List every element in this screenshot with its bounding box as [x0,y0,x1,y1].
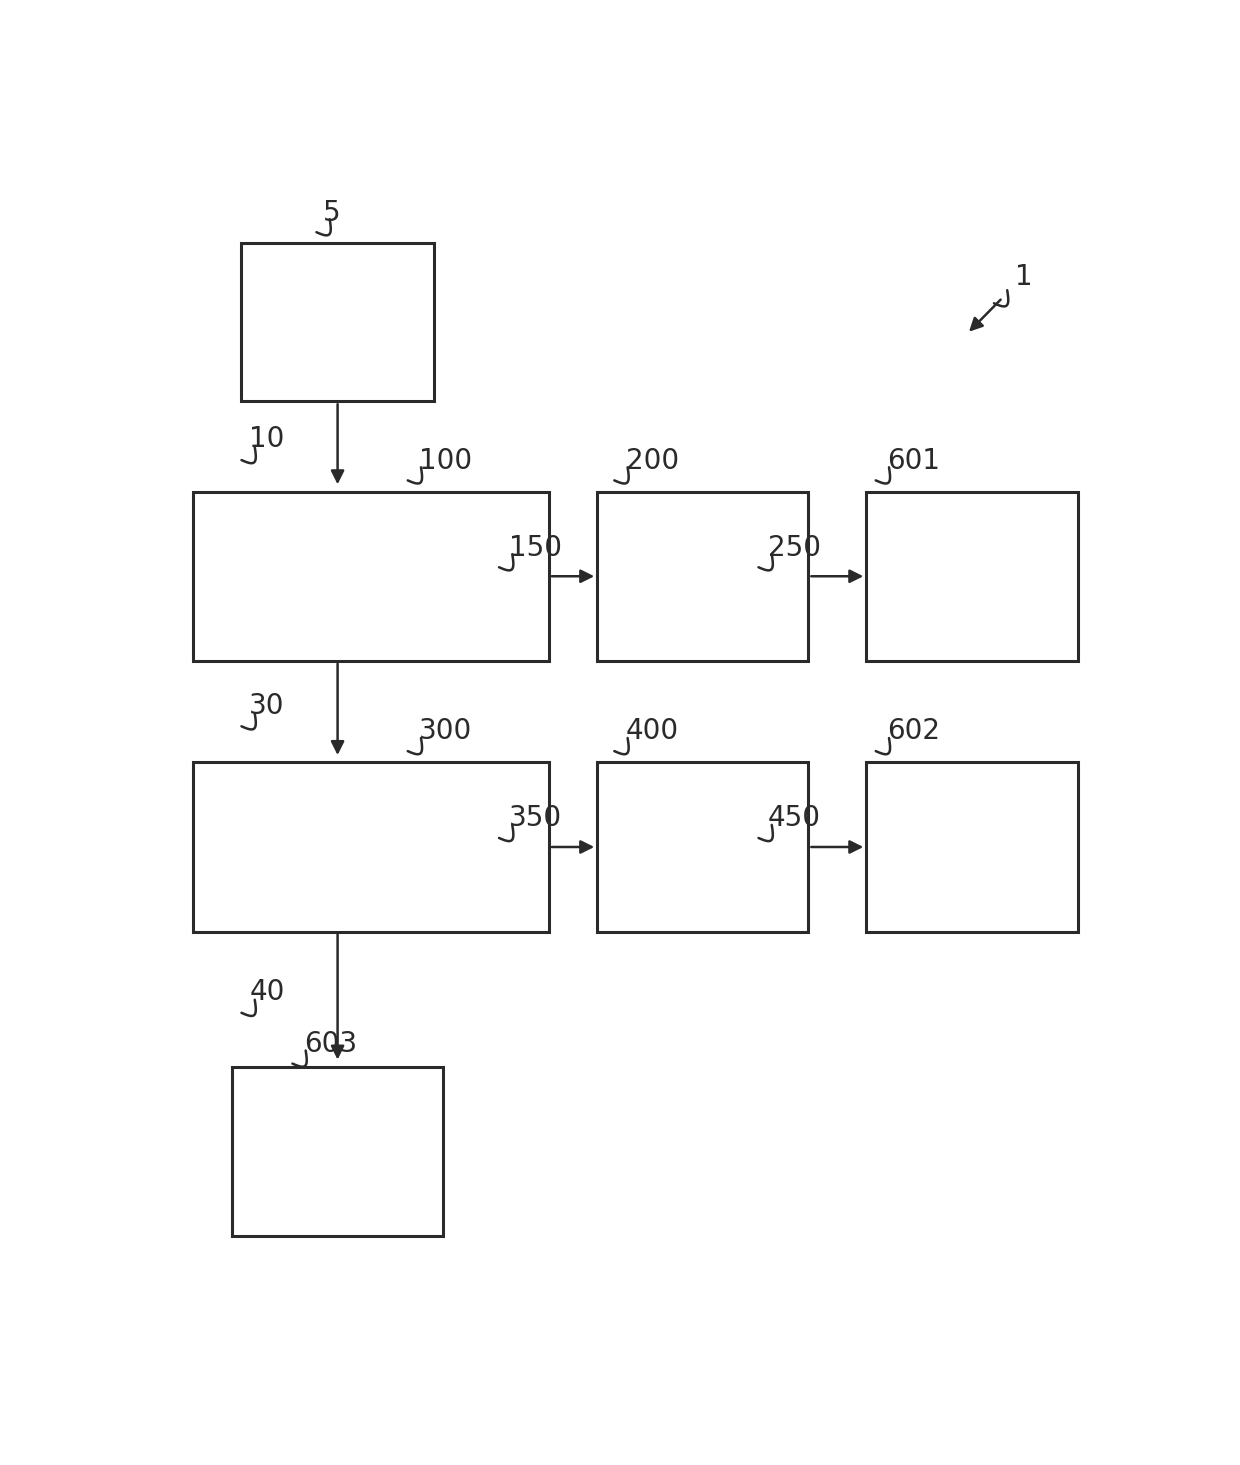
Text: 30: 30 [249,691,285,719]
Text: 603: 603 [304,1030,357,1058]
Bar [193,762,549,932]
Bar [193,492,549,661]
Text: 602: 602 [888,718,940,746]
Bar [866,492,1078,661]
Text: 40: 40 [249,979,284,1006]
Bar [232,1067,444,1236]
Text: 200: 200 [626,447,680,475]
Text: 10: 10 [249,425,284,453]
Text: 601: 601 [888,447,940,475]
Text: 1: 1 [1016,262,1033,292]
Text: 350: 350 [508,804,562,832]
Text: 100: 100 [419,447,472,475]
Text: 450: 450 [768,804,821,832]
Bar [596,762,808,932]
Text: 400: 400 [626,718,680,746]
Text: 300: 300 [419,718,472,746]
Bar [242,243,434,401]
Text: 150: 150 [508,533,562,561]
Text: 250: 250 [768,533,821,561]
Text: 5: 5 [324,199,341,227]
Bar [866,762,1078,932]
Bar [596,492,808,661]
